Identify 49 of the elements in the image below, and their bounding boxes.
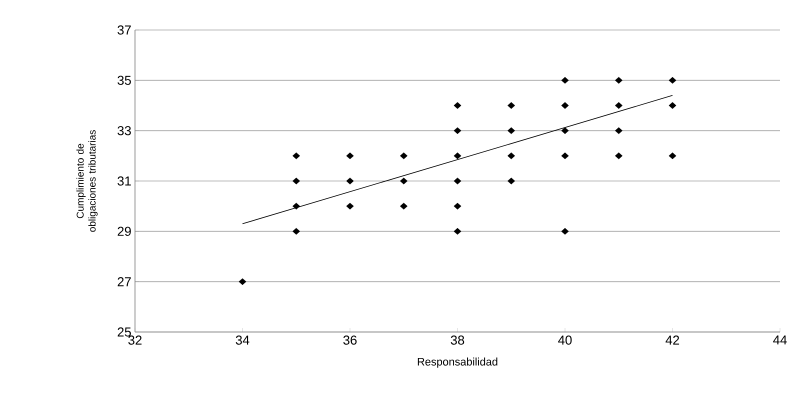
point [454, 102, 462, 109]
point [346, 202, 354, 210]
point [561, 76, 569, 84]
point [400, 152, 408, 160]
x-tick-label: 42 [666, 336, 680, 345]
y-tick-label: 25 [118, 327, 131, 337]
point [614, 152, 623, 160]
y-tick-label: 31 [118, 176, 131, 186]
point [668, 76, 676, 84]
x-tick-label: 36 [343, 336, 357, 345]
point [561, 127, 569, 134]
y-tick-label: 37 [118, 25, 131, 35]
x-tick-label: 32 [128, 336, 142, 345]
point [454, 228, 462, 235]
point [454, 202, 462, 210]
point [454, 152, 462, 160]
point [668, 152, 676, 160]
point [292, 178, 300, 184]
point [614, 102, 623, 109]
y-tick-label: 27 [118, 277, 131, 286]
y-axis-title: Cumplimiento de obligaciones tributarias [76, 130, 98, 232]
point [454, 178, 462, 184]
point [668, 102, 676, 109]
point [507, 127, 516, 134]
point [346, 152, 354, 160]
y-tick-label: 33 [118, 126, 131, 136]
point [507, 102, 516, 109]
x-tick-label: 40 [558, 336, 572, 345]
x-tick-label: 44 [773, 336, 787, 344]
point [507, 152, 516, 160]
point [400, 178, 408, 184]
point [561, 152, 569, 160]
x-tick-label: 38 [450, 336, 464, 345]
point [454, 127, 462, 134]
point [292, 228, 300, 235]
point [561, 228, 569, 235]
point [507, 178, 516, 184]
point [292, 152, 300, 160]
point [292, 202, 300, 210]
y-tick-label: 29 [118, 226, 131, 236]
x-axis-title: Responsabilidad [418, 358, 498, 368]
point [400, 202, 408, 210]
point [614, 76, 623, 84]
point [614, 127, 623, 134]
point [238, 278, 246, 286]
x-tick-label: 34 [236, 336, 250, 345]
point [561, 102, 569, 109]
point [346, 178, 354, 184]
y-tick-label: 35 [118, 76, 131, 85]
